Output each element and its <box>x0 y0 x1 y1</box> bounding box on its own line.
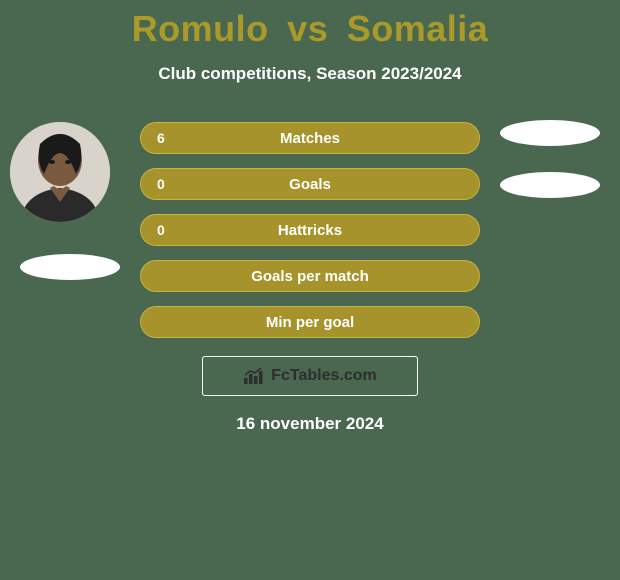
decor-ellipse-right-1 <box>500 120 600 146</box>
player1-avatar <box>10 122 110 222</box>
vs-text: vs <box>287 8 328 49</box>
content-area: 6 Matches 0 Goals 0 Hattricks Goals per … <box>0 122 620 434</box>
page-title: Romulo vs Somalia <box>0 0 620 50</box>
bar-label: Min per goal <box>141 307 479 337</box>
infographic-container: Romulo vs Somalia Club competitions, Sea… <box>0 0 620 580</box>
player2-name: Somalia <box>347 8 489 49</box>
bar-label: Matches <box>141 123 479 153</box>
player1-name: Romulo <box>132 8 269 49</box>
decor-ellipse-left <box>20 254 120 280</box>
brand-box: FcTables.com <box>202 356 418 396</box>
avatar-person-icon <box>10 122 110 222</box>
decor-ellipse-right-2 <box>500 172 600 198</box>
brand-text: FcTables.com <box>271 367 377 385</box>
chart-icon <box>243 367 265 385</box>
bar-label: Goals <box>141 169 479 199</box>
bar-label: Hattricks <box>141 215 479 245</box>
bar-hattricks: 0 Hattricks <box>140 214 480 246</box>
bar-min-per-goal: Min per goal <box>140 306 480 338</box>
bar-label: Goals per match <box>141 261 479 291</box>
bar-goals: 0 Goals <box>140 168 480 200</box>
stat-bars: 6 Matches 0 Goals 0 Hattricks Goals per … <box>140 122 480 338</box>
bar-goals-per-match: Goals per match <box>140 260 480 292</box>
subtitle: Club competitions, Season 2023/2024 <box>0 64 620 84</box>
date-text: 16 november 2024 <box>0 414 620 434</box>
bar-matches: 6 Matches <box>140 122 480 154</box>
